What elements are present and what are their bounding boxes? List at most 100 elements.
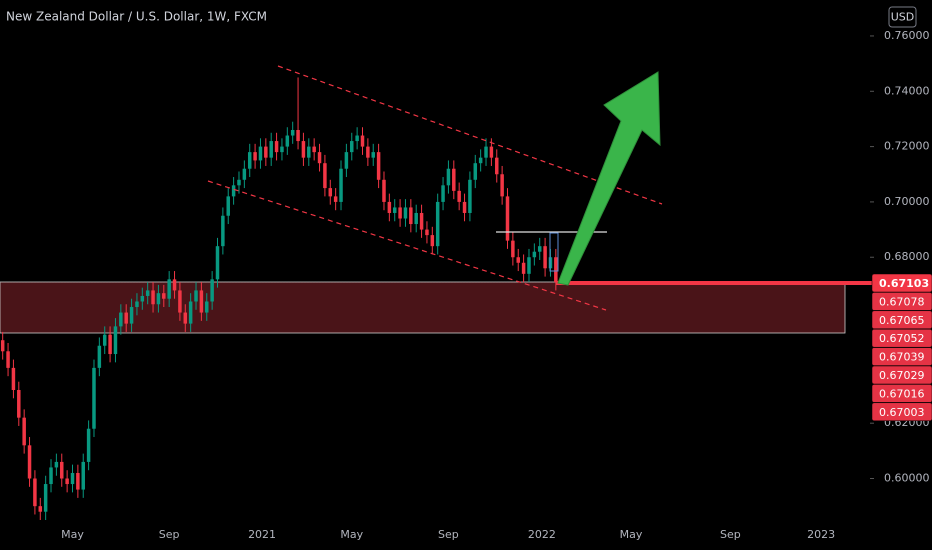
y-tick-label: 0.70000 [884,195,930,208]
candle-body [258,146,263,161]
price-label: 0.67052 [879,332,925,345]
price-label-box [871,384,932,403]
y-tick-label: 0.74000 [884,84,930,97]
candle-body [446,168,451,186]
candle-body [382,179,386,202]
y-tick-label: 0.68000 [884,250,930,263]
candle-body [97,345,102,368]
candle-body [478,157,483,164]
x-tick-label: 2021 [248,528,276,541]
x-tick-label: Sep [438,528,459,541]
candle-body [317,152,322,164]
price-label: 0.67065 [879,314,925,327]
candle-body [226,196,230,216]
candle-body [76,472,80,490]
x-tick-label: May [620,528,643,541]
candle-body [167,279,171,299]
candle-body [38,506,43,512]
candle-body [500,174,504,197]
price-label-box [871,402,932,422]
candle-body [60,461,64,479]
price-label-box [871,292,932,311]
candle-body [33,478,37,507]
candle-body [468,179,472,213]
candle-body [119,312,123,327]
candle-body [156,293,161,305]
price-label: 0.67039 [879,351,925,364]
candle-body [371,152,375,158]
candle-body [376,152,381,180]
candle-body [409,207,413,225]
candle-body [242,168,247,180]
x-tick-label: May [340,528,363,541]
candle-body [430,235,435,247]
price-label-box [871,365,932,385]
y-tick-label: 0.76000 [884,29,930,42]
x-tick-label: 2022 [528,528,556,541]
price-label-box [871,310,932,330]
candle-body [215,246,220,280]
candle-body [129,307,134,324]
candle-body [194,290,198,302]
candle-body [285,135,290,147]
currency-button[interactable] [888,6,917,28]
candle-body [81,461,85,490]
candle-body [312,146,316,153]
candle-body [0,340,5,352]
candle-body [414,212,418,225]
candle-body [344,152,349,169]
candle-body [484,146,488,158]
candle-body [151,290,155,305]
candle-body [360,135,365,147]
price-label: 0.67078 [879,295,925,308]
candle-body [290,130,295,136]
candle-body [441,185,445,202]
x-tick-label: Sep [720,528,741,541]
price-label: 0.67016 [879,387,925,400]
candle-body [435,201,440,247]
candle-body [11,367,16,390]
x-tick-label: May [61,528,84,541]
candle-body [495,157,499,175]
candle-body [274,141,279,153]
candle-body [210,279,214,302]
candle-body [280,146,284,153]
candle-body [86,428,91,462]
candle-body [124,312,128,324]
price-label: 0.67003 [879,406,925,419]
candle-body [264,146,268,158]
candle-body [387,201,392,213]
candle-body [554,257,558,283]
candle-body [339,168,343,202]
candle-body [205,301,209,313]
up-arrow [557,71,661,286]
candle-body [301,141,306,158]
candle-body [183,312,188,324]
candle-body [162,293,166,299]
candle-body [328,188,333,197]
candle-body [505,196,510,241]
candle-body [398,207,402,219]
candle-body [537,246,542,252]
candle-body [237,179,241,186]
candle-body [296,130,300,142]
currency-label[interactable]: USD [891,11,915,24]
candle-body [457,190,461,202]
candle-body [49,467,53,485]
candle-body [27,445,32,479]
candle-body [527,257,531,274]
candle-body [247,152,252,169]
price-label-box [871,347,932,366]
price-label-box [871,328,932,348]
candle-body [65,478,69,485]
candle-body [333,196,338,202]
candle-body [199,290,204,313]
candle-body [17,390,21,418]
candle-body [92,367,96,429]
candle-body [6,351,10,368]
candle-body [462,201,467,213]
candle-body [102,334,107,346]
candle-body [108,334,112,355]
